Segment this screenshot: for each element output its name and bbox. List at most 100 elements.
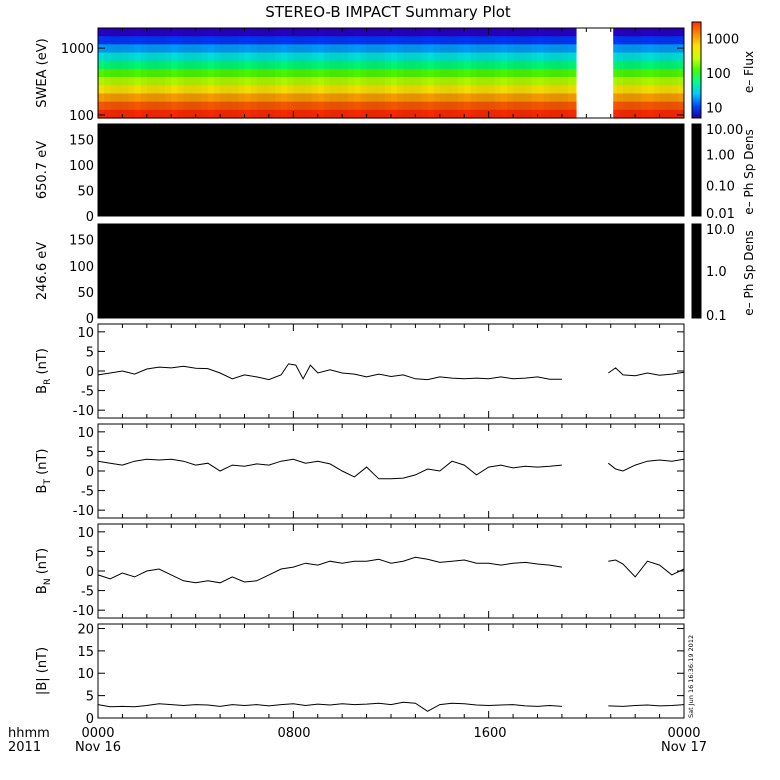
panel-frame <box>97 523 685 619</box>
spectrogram-column <box>281 28 288 118</box>
spectrogram-column <box>189 28 196 118</box>
spectrogram-column <box>171 28 178 118</box>
y-tick-label: -5 <box>81 385 94 400</box>
time-axis: hhmm 2011 0000 0800 1600 0000 Nov 16 Nov… <box>8 726 707 755</box>
y-tick-label: 20 <box>77 622 94 637</box>
spectrogram-band <box>98 52 684 62</box>
colorbar <box>692 224 701 318</box>
y-tick-label: 100 <box>69 159 94 174</box>
colorbar-frame <box>691 223 702 319</box>
spectrogram-column <box>305 28 312 118</box>
y-axis-label-unit: (nT) <box>35 449 50 479</box>
spectrogram-column <box>201 28 208 118</box>
y-tick-label: -5 <box>81 485 94 500</box>
colorbar-tick-label: 10.00 <box>706 123 743 138</box>
y-tick-label: 0 <box>86 565 94 580</box>
spectrogram-column <box>159 28 166 118</box>
y-axis-label-main: B <box>35 385 50 394</box>
colorbar-label: e– Ph Sp Dens <box>742 129 756 214</box>
spectrogram-band <box>98 68 684 78</box>
y-axis-label: SWEA (eV) <box>35 38 50 107</box>
panel-frame <box>97 423 685 519</box>
spectrogram-column <box>415 28 422 118</box>
spectrogram-column <box>336 28 343 118</box>
spectrogram-column <box>665 28 672 118</box>
spectrogram-column <box>439 28 446 118</box>
colorbar-tick-label: 1.00 <box>706 149 735 164</box>
spectrogram-column <box>177 28 184 118</box>
spectrogram-column <box>452 28 459 118</box>
spectrogram-column <box>226 28 233 118</box>
spectrogram-column <box>378 28 385 118</box>
y-tick-label: 10 <box>77 426 94 441</box>
spectrogram-column <box>244 28 251 118</box>
colorbar-tick-label: 0.10 <box>706 179 735 194</box>
spectrogram-column <box>549 28 556 118</box>
y-tick-label: 150 <box>69 133 94 148</box>
spectrogram-column <box>427 28 434 118</box>
date-start-label: Nov 16 <box>75 740 121 755</box>
spectrogram-band <box>98 28 684 37</box>
series-line <box>97 556 685 584</box>
y-tick-label: -10 <box>73 404 94 419</box>
series-line <box>97 363 685 381</box>
spectrogram-column <box>134 28 141 118</box>
y-axis-label-unit: (nT) <box>35 348 50 378</box>
spectrogram-band <box>98 93 684 103</box>
spectrogram-column <box>146 28 153 118</box>
spectrogram-column <box>232 28 239 118</box>
y-axis-label-unit: (nT) <box>35 548 50 578</box>
colorbar-tick-label: 0.01 <box>706 207 735 222</box>
y-tick-label: 50 <box>77 286 94 301</box>
spectrogram-column <box>543 28 550 118</box>
spectrogram-column <box>488 28 495 118</box>
y-axis-label: BR (nT) <box>35 348 53 394</box>
y-tick-label: -10 <box>73 604 94 619</box>
spectrogram-column <box>342 28 349 118</box>
y-axis-label-main: B <box>35 585 50 594</box>
spectrogram-band <box>98 36 684 45</box>
spectrogram-column <box>470 28 477 118</box>
spectrogram-column <box>207 28 214 118</box>
spectrogram-column <box>568 28 575 118</box>
spectrogram-band <box>98 77 684 86</box>
colorbar <box>692 124 701 216</box>
spectrogram-column <box>220 28 227 118</box>
y-tick-label: 150 <box>69 234 94 249</box>
spectrogram-column <box>494 28 501 118</box>
spectrogram-column <box>403 28 410 118</box>
spectrogram-column <box>110 28 117 118</box>
pitch-angle-fill <box>98 124 684 216</box>
y-tick-label: -5 <box>81 585 94 600</box>
y-tick-label: 10 <box>77 526 94 541</box>
data-gap <box>576 27 614 119</box>
spectrogram-column <box>104 28 111 118</box>
spectrogram-column <box>140 28 147 118</box>
spectrogram-column <box>98 28 105 118</box>
spectrogram-column <box>122 28 129 118</box>
colorbar-tick-label: 10 <box>706 102 723 117</box>
spectrogram-column <box>323 28 330 118</box>
colorbar-label: e– Flux <box>742 51 756 93</box>
spectrogram-column <box>183 28 190 118</box>
spectrogram-column <box>165 28 172 118</box>
colorbar-tick-label: 1000 <box>706 32 739 47</box>
spectrogram-column <box>561 28 569 118</box>
spectrogram-column <box>622 28 630 118</box>
spectrogram-column <box>555 28 562 118</box>
spectrogram-column <box>476 28 483 118</box>
colorbar-tick-label: 100 <box>706 67 731 82</box>
time-label-2: 1600 <box>473 726 506 741</box>
y-tick-label: -10 <box>73 504 94 519</box>
timestamp-label: Sat Jun 16 16:36:19 2012 <box>687 635 695 718</box>
spectrogram-column <box>372 28 379 118</box>
spectrogram-column <box>268 28 276 118</box>
spectrogram-column <box>384 28 391 118</box>
spectrogram-column <box>506 28 514 118</box>
y-tick-label: 0 <box>86 465 94 480</box>
colorbar-frame <box>691 123 702 217</box>
spectrogram-column <box>128 28 135 118</box>
y-tick-label: 5 <box>86 345 94 360</box>
spectrogram-column <box>537 28 544 118</box>
